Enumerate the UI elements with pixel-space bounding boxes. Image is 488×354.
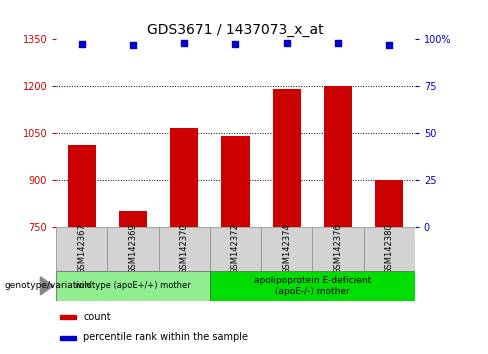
Bar — [210, 271, 415, 301]
Text: GSM142370: GSM142370 — [180, 223, 189, 274]
Bar — [60, 315, 76, 319]
Text: wildtype (apoE+/+) mother: wildtype (apoE+/+) mother — [75, 281, 191, 290]
Bar — [56, 271, 210, 301]
Text: genotype/variation: genotype/variation — [5, 281, 91, 290]
Bar — [107, 227, 159, 271]
Text: percentile rank within the sample: percentile rank within the sample — [83, 332, 248, 342]
Point — [386, 42, 393, 47]
Title: GDS3671 / 1437073_x_at: GDS3671 / 1437073_x_at — [147, 23, 324, 36]
Text: GSM142369: GSM142369 — [128, 223, 138, 274]
Bar — [56, 227, 107, 271]
Bar — [375, 179, 403, 227]
Bar — [159, 227, 210, 271]
Text: GSM142367: GSM142367 — [77, 223, 86, 274]
Text: count: count — [83, 312, 111, 321]
Text: GSM142374: GSM142374 — [282, 223, 291, 274]
Bar — [222, 136, 249, 227]
Polygon shape — [41, 277, 53, 295]
Point — [334, 40, 342, 46]
Text: GSM142380: GSM142380 — [385, 223, 394, 274]
Bar — [60, 336, 76, 340]
Point — [78, 41, 86, 46]
Text: GSM142372: GSM142372 — [231, 223, 240, 274]
Text: GSM142376: GSM142376 — [333, 223, 343, 274]
Point — [129, 42, 137, 47]
Point — [283, 40, 291, 46]
Bar — [312, 227, 364, 271]
Bar — [324, 86, 352, 227]
Bar — [273, 89, 301, 227]
Bar — [68, 145, 96, 227]
Bar — [364, 227, 415, 271]
Bar — [210, 227, 261, 271]
Bar — [261, 227, 312, 271]
Bar — [170, 128, 198, 227]
Text: apolipoprotein E-deficient
(apoE-/-) mother: apolipoprotein E-deficient (apoE-/-) mot… — [254, 276, 371, 296]
Point — [232, 41, 240, 47]
Point — [181, 40, 188, 46]
Bar — [119, 211, 147, 227]
